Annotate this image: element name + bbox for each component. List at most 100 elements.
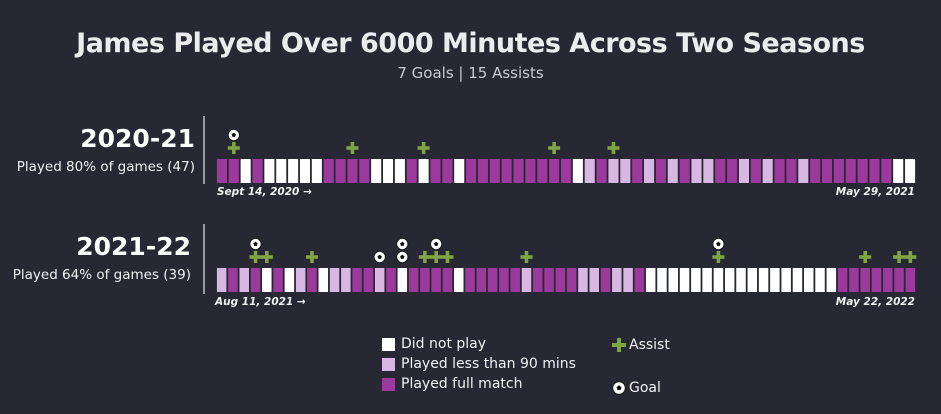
game-cell [513,159,524,183]
game-cell [762,159,773,183]
assist-icon-bar [260,255,273,259]
game-cell [477,159,488,183]
game-cell [668,268,678,292]
game-cell [476,268,487,292]
football-icon [612,381,626,395]
game-cell [240,159,251,183]
game-cell [849,268,859,292]
game-cell [691,268,701,292]
game-cell [394,159,405,183]
assist-icon [305,251,318,263]
assist-icon-bar [904,255,917,259]
legend-label: Goal [629,380,661,396]
legend-partial: Played less than 90 mins [382,356,576,372]
assist-icon-bar [305,255,318,259]
assist-icon-bar [441,255,454,259]
game-cell [679,159,690,183]
game-cell [655,159,666,183]
game-cell [374,268,385,292]
game-cell [252,159,263,183]
assist-icon-bar [859,255,872,259]
legend-label: Played less than 90 mins [401,356,576,372]
season-start-date: Aug 11, 2021 → [215,296,306,308]
game-cell [845,159,856,183]
game-cell [549,159,560,183]
football-icon [430,237,443,250]
game-cell [905,159,916,183]
game-cell [578,268,588,292]
game-cell [228,268,238,292]
football-icon [712,237,725,250]
assist-icon [417,142,430,154]
game-cell [487,268,498,292]
game-cell [228,159,239,183]
game-cell [431,268,441,292]
game-cell [804,268,814,292]
assist-icon [893,251,906,263]
game-cell [250,268,261,292]
assist-icon-bar [607,146,620,150]
game-cell [713,268,724,292]
game-cell [691,159,702,183]
assist-icon [249,251,262,263]
game-cell [560,159,572,183]
game-cell [893,159,904,183]
game-cell [533,268,543,292]
game-cell [657,268,667,292]
game-cell [555,268,566,292]
game-cell [596,159,607,183]
game-cell [634,268,645,292]
game-cell [408,268,419,292]
assist-icon [227,142,240,154]
game-cell [860,268,870,292]
game-cell [736,268,746,292]
game-cell [288,159,299,183]
game-cell [679,268,690,292]
football-icon [227,128,240,141]
assist-icon [418,251,431,263]
game-cell [295,268,306,292]
assist-icon [346,142,359,154]
game-cell [833,159,844,183]
game-cell [815,268,825,292]
game-cell [489,159,500,183]
game-cell [792,268,803,292]
game-cell [307,268,317,292]
assist-icon-bar [430,255,443,259]
assist-icon-bar [520,255,533,259]
assist-icon-bar [227,146,240,150]
legend-swatch-partial [382,357,395,371]
game-cell [715,159,726,183]
season-played-summary: Played 64% of games (39) [12,267,191,283]
game-cell [600,268,611,292]
assist-icon [712,251,725,263]
game-cell [521,268,532,292]
football-icon-patch [253,241,258,246]
season-start-date: Sept 14, 2020 → [217,186,312,198]
game-cell [881,159,892,183]
football-icon [396,237,409,250]
game-cell [264,159,275,183]
game-cell [371,159,382,183]
game-cell [869,159,880,183]
game-cell [454,268,464,292]
game-cell [770,268,780,292]
game-cell [857,159,868,183]
game-cell [442,159,453,183]
assist-icon [441,251,454,263]
game-cell [329,268,340,292]
game-cell [566,268,577,292]
game-cell [397,268,408,292]
chart-title: James Played Over 6000 Minutes Across Tw… [76,28,865,59]
season-year: 2020-21 [80,124,195,153]
season-label-2020-21: 2020-21 Played 80% of games (47) [17,124,195,175]
game-cell [323,159,334,183]
game-cell [466,159,477,183]
assist-icon [548,142,561,154]
game-cell [798,159,809,183]
legend-swatch-full [382,377,395,391]
game-cell [352,268,362,292]
game-cell [335,159,346,183]
assist-icon [859,251,872,263]
game-cell [273,268,283,292]
